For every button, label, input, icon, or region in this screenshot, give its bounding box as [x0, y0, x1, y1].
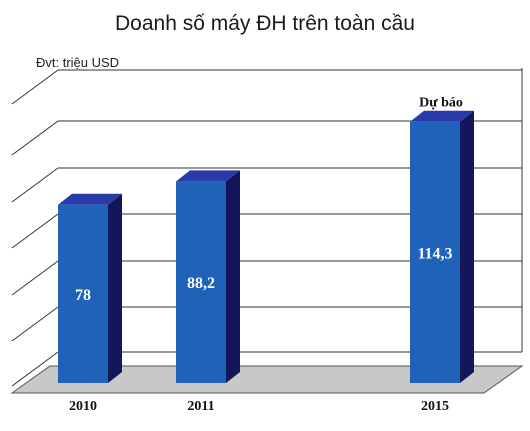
chart-floor: [10, 365, 524, 394]
floor-plane: [10, 365, 524, 394]
x-tick-label: 2015: [421, 399, 449, 414]
chart-title: Doanh số máy ĐH trên toàn cầu: [115, 12, 415, 35]
x-tick-label: 2011: [187, 399, 214, 414]
grid-line-diagonal: [11, 69, 59, 105]
grid-line-diagonal: [11, 213, 59, 249]
bar-top: [410, 110, 474, 122]
bars: [58, 110, 474, 383]
bar-side: [108, 193, 122, 383]
bar-front: [176, 181, 226, 383]
x-tick-label: 2010: [69, 399, 97, 414]
bar-side: [460, 110, 474, 383]
bar-2015: [410, 110, 474, 383]
grid-line-diagonal: [11, 351, 59, 387]
bar-top: [176, 170, 240, 182]
bar-front: [410, 121, 460, 383]
forecast-label: Dự báo: [419, 96, 463, 111]
bar-top: [58, 193, 122, 205]
data-label: 78: [75, 287, 91, 304]
bar-2011: [176, 170, 240, 383]
grid-line-diagonal: [11, 120, 59, 156]
labels: 78 2010 88,2 2011 114,3 2015 Dự báo: [69, 96, 463, 414]
data-label: 88,2: [187, 275, 215, 292]
bar-front: [58, 204, 108, 383]
grid-line-diagonal: [11, 306, 59, 342]
grid-line-diagonal: [11, 167, 59, 203]
bar-side: [226, 170, 240, 383]
data-label: 114,3: [417, 245, 452, 262]
grid-line-diagonal: [11, 260, 59, 296]
bar-2010: [58, 193, 122, 383]
unit-label: Đvt: triệu USD: [36, 55, 119, 70]
